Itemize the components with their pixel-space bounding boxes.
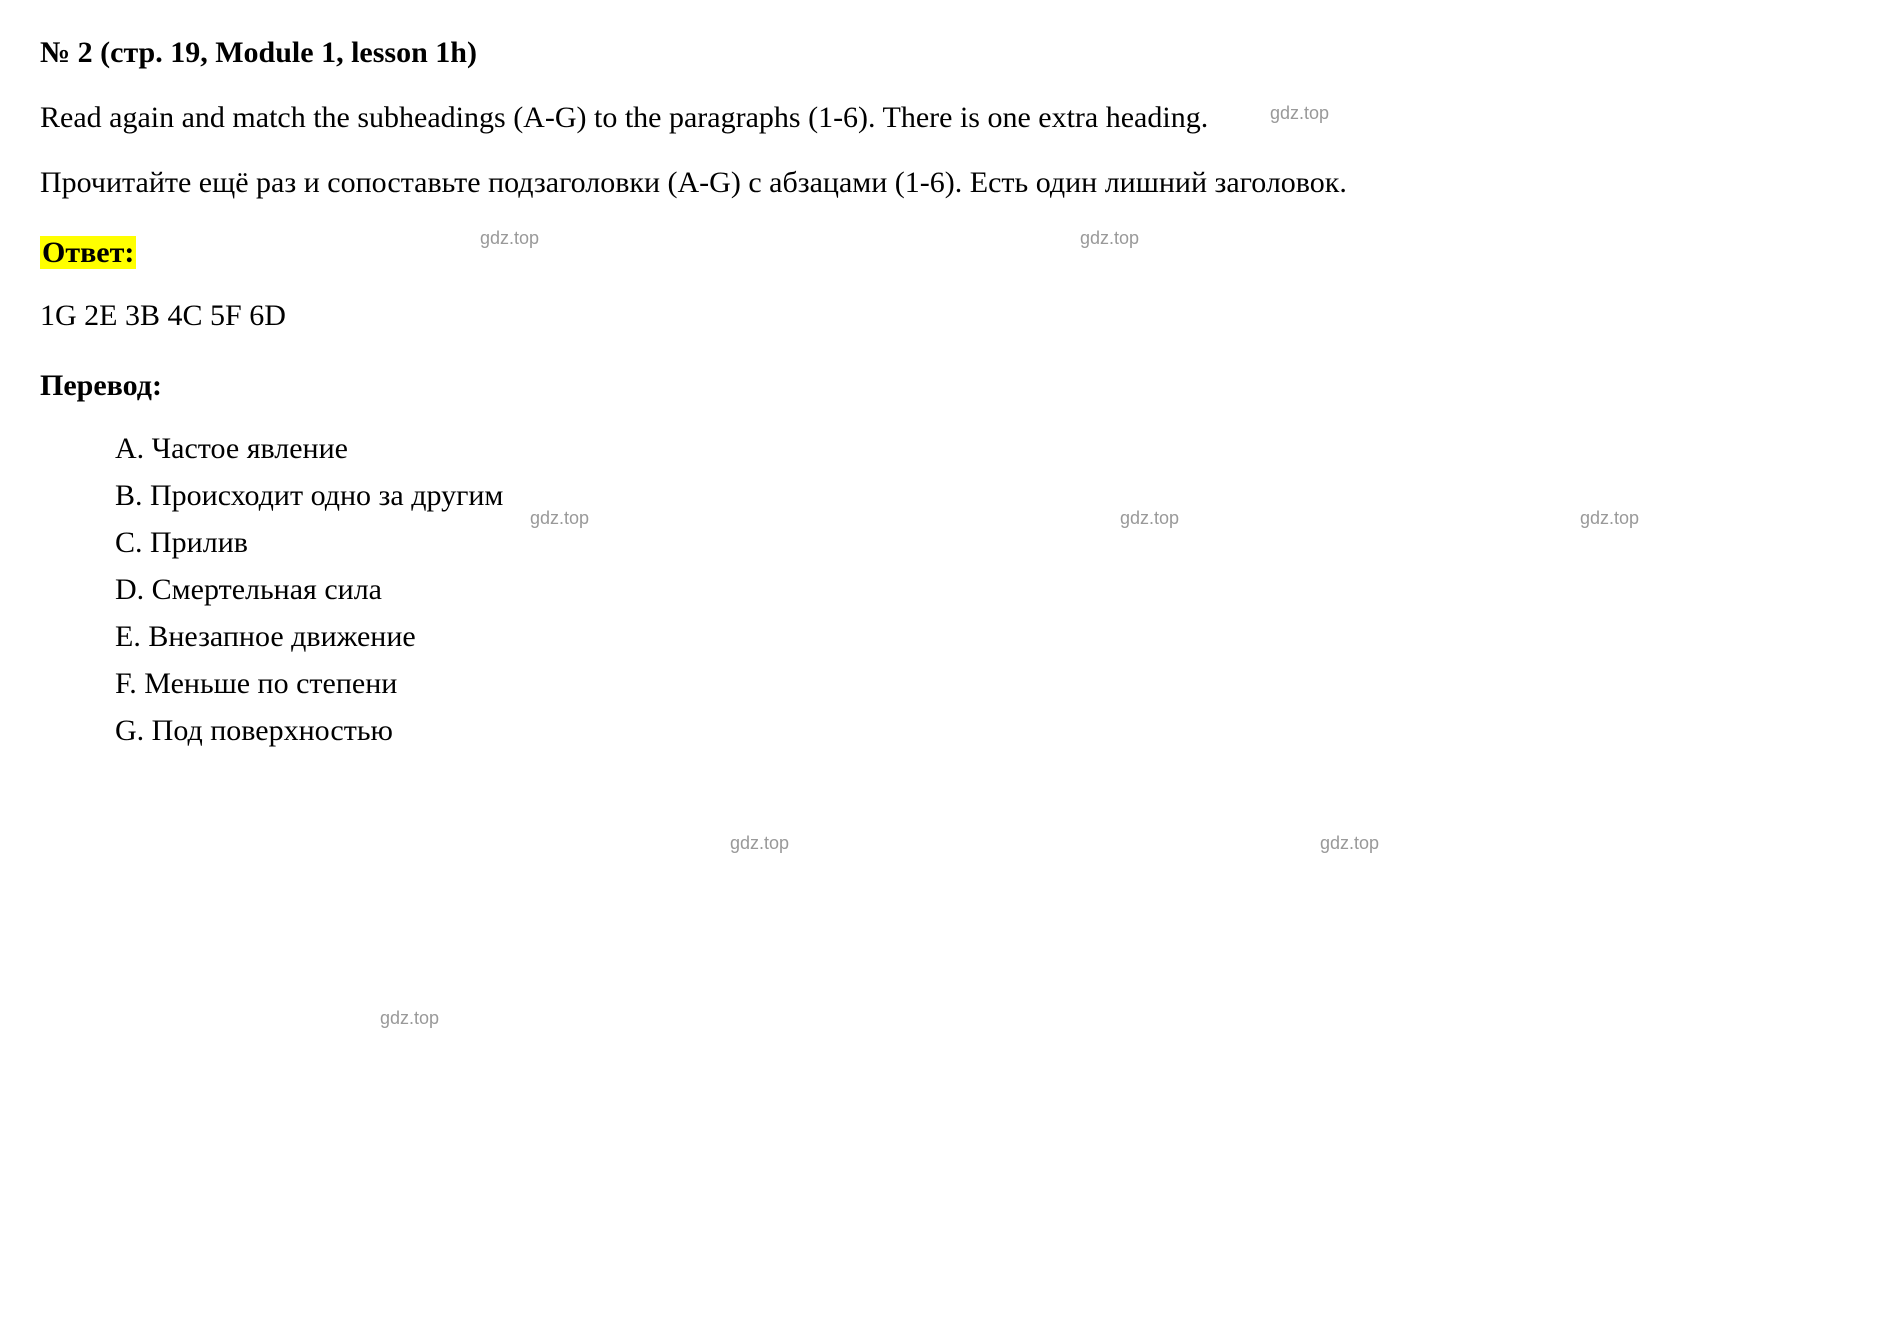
answer-label-container: Ответ: bbox=[40, 230, 1837, 275]
list-item: F. Меньше по степени bbox=[115, 661, 1837, 706]
list-item: D. Смертельная сила bbox=[115, 567, 1837, 612]
option-text: Под поверхностью bbox=[152, 714, 393, 747]
translation-label: Перевод: bbox=[40, 363, 1837, 408]
list-item: E. Внезапное движение bbox=[115, 614, 1837, 659]
option-letter: E. bbox=[115, 620, 141, 653]
instruction-english: Read again and match the subheadings (A-… bbox=[40, 95, 1837, 140]
option-text: Меньше по степени bbox=[144, 667, 397, 700]
exercise-title: № 2 (стр. 19, Module 1, lesson 1h) bbox=[40, 30, 1837, 75]
answer-label: Ответ: bbox=[40, 236, 136, 269]
option-text: Происходит одно за другим bbox=[150, 479, 503, 512]
instruction-russian: Прочитайте ещё раз и сопоставьте подзаго… bbox=[40, 160, 1837, 205]
option-text: Частое явление bbox=[152, 432, 348, 465]
watermark: gdz.top bbox=[730, 830, 789, 857]
option-letter: D. bbox=[115, 573, 144, 606]
option-letter: G. bbox=[115, 714, 144, 747]
option-letter: A. bbox=[115, 432, 144, 465]
watermark: gdz.top bbox=[380, 1005, 439, 1032]
option-letter: C. bbox=[115, 526, 143, 559]
option-text: Внезапное движение bbox=[148, 620, 415, 653]
list-item: B. Происходит одно за другим bbox=[115, 473, 1837, 518]
list-item: G. Под поверхностью bbox=[115, 708, 1837, 753]
option-letter: B. bbox=[115, 479, 143, 512]
option-letter: F. bbox=[115, 667, 137, 700]
option-text: Смертельная сила bbox=[152, 573, 382, 606]
list-item: A. Частое явление bbox=[115, 426, 1837, 471]
option-text: Прилив bbox=[150, 526, 248, 559]
list-item: C. Прилив bbox=[115, 520, 1837, 565]
watermark: gdz.top bbox=[1320, 830, 1379, 857]
answer-text: 1G 2E 3B 4C 5F 6D bbox=[40, 293, 1837, 338]
options-list: A. Частое явление B. Происходит одно за … bbox=[40, 426, 1837, 753]
